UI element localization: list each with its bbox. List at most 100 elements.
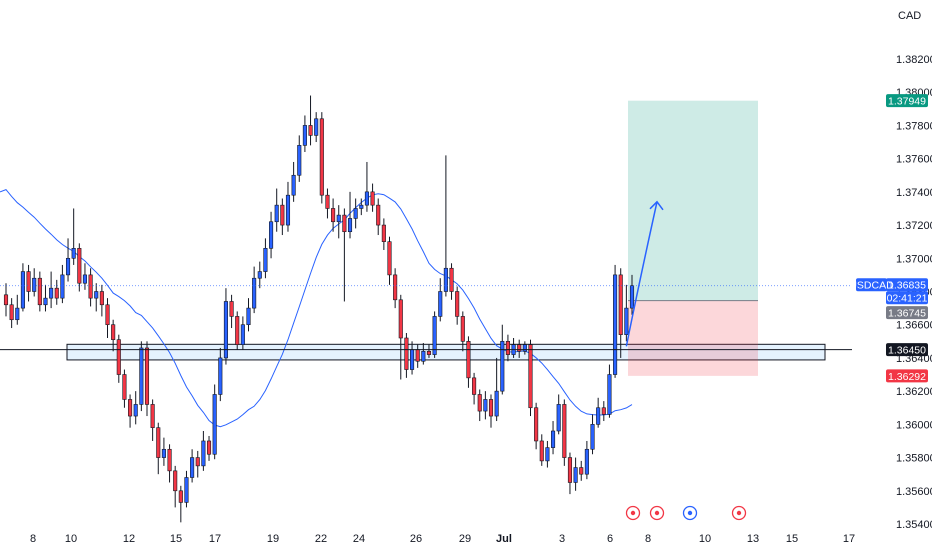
candle-body bbox=[410, 349, 415, 370]
candle-body bbox=[393, 274, 398, 301]
candle-body bbox=[49, 287, 54, 299]
y-tick-label: 1.36200 bbox=[896, 386, 932, 398]
candle-body bbox=[32, 277, 37, 292]
candle-body bbox=[105, 304, 110, 326]
price-label-current-box bbox=[886, 278, 928, 292]
candle-body bbox=[336, 214, 341, 223]
projection-arrow-head bbox=[649, 200, 664, 211]
candle-body bbox=[195, 457, 200, 467]
x-tick-label: 12 bbox=[123, 533, 135, 545]
price-label-stop-box bbox=[886, 369, 928, 383]
candle-body bbox=[15, 307, 20, 321]
candle-body bbox=[319, 118, 324, 196]
moving-average-layer bbox=[0, 189, 633, 428]
candle-body bbox=[573, 467, 578, 483]
candle-body bbox=[370, 191, 375, 206]
x-tick-label: 10 bbox=[699, 533, 711, 545]
symbol-label: USDCAD bbox=[849, 280, 894, 292]
candle-body bbox=[601, 407, 606, 415]
candle-body bbox=[483, 399, 488, 412]
candle-body bbox=[342, 214, 347, 233]
candle-body bbox=[43, 297, 48, 306]
candle-body bbox=[223, 301, 228, 359]
price-label-target-box bbox=[886, 94, 928, 108]
candle-body bbox=[269, 221, 274, 249]
price-label-entry-box bbox=[886, 306, 928, 320]
x-tick-label: 13 bbox=[747, 533, 759, 545]
candle-body bbox=[381, 224, 386, 242]
candle-body bbox=[184, 477, 189, 503]
candle-body bbox=[71, 248, 76, 259]
candle-body bbox=[65, 257, 71, 276]
candle-body bbox=[522, 344, 527, 352]
candle-body bbox=[460, 316, 465, 342]
currency-label: CAD bbox=[898, 10, 921, 22]
candle-body bbox=[314, 118, 319, 136]
candle-body bbox=[133, 404, 138, 417]
candle-body bbox=[274, 204, 279, 223]
x-tick-label: 17 bbox=[843, 533, 855, 545]
x-tick-label: 15 bbox=[170, 533, 182, 545]
y-tick-label: 1.35600 bbox=[896, 486, 932, 498]
x-tick-label: 29 bbox=[459, 533, 471, 545]
candle-body bbox=[173, 470, 178, 492]
y-tick-label: 1.37600 bbox=[896, 154, 932, 166]
candle-body bbox=[291, 174, 296, 196]
y-tick-label: 1.37200 bbox=[896, 220, 932, 232]
x-tick-label: 26 bbox=[410, 533, 422, 545]
candle-body bbox=[285, 194, 291, 226]
time-axis: 8 10 12 15 17 19 22 24 26 29 Jul 3 6 8 10 13 15 17 bbox=[30, 533, 855, 545]
candle-body bbox=[240, 324, 245, 345]
canada-flag-icon-center bbox=[736, 510, 742, 516]
x-tick-label: 24 bbox=[353, 533, 365, 545]
x-tick-label: 22 bbox=[315, 533, 327, 545]
usa-flag-icon-center bbox=[687, 510, 693, 516]
candle-body bbox=[545, 447, 550, 462]
candle-body bbox=[353, 208, 358, 219]
price-label-support: 1.36450 bbox=[888, 345, 926, 357]
candle-body bbox=[505, 341, 510, 355]
candle-body bbox=[206, 440, 212, 455]
candle-body bbox=[404, 337, 409, 370]
candle-body bbox=[426, 350, 432, 355]
candle-body bbox=[376, 204, 381, 226]
price-label-support-box bbox=[886, 343, 928, 357]
y-tick-label: 1.38200 bbox=[896, 54, 932, 66]
price-axis: CAD 1.35400 1.35600 1.35800 1.36000 1.36200 1… bbox=[896, 10, 932, 531]
x-tick-label: 6 bbox=[607, 533, 613, 545]
candle-body bbox=[415, 349, 420, 362]
candle-body bbox=[477, 394, 482, 412]
candle-body bbox=[455, 291, 460, 317]
x-tick-label: 17 bbox=[209, 533, 221, 545]
candle-body bbox=[150, 404, 155, 428]
candle-body bbox=[302, 125, 307, 146]
candle-body bbox=[567, 457, 573, 483]
candle-body bbox=[359, 204, 364, 209]
candle-body bbox=[562, 404, 567, 458]
price-label-target: 1.37949 bbox=[888, 96, 926, 108]
candle-body bbox=[550, 430, 556, 448]
candle-body bbox=[596, 407, 601, 425]
candle-body bbox=[387, 241, 392, 276]
candle-body bbox=[94, 291, 99, 299]
candle-body bbox=[528, 344, 533, 409]
candle-body bbox=[116, 339, 121, 375]
candle-body bbox=[82, 274, 88, 284]
x-tick-label: 19 bbox=[267, 533, 279, 545]
candle-body bbox=[128, 399, 133, 417]
x-tick-label: 15 bbox=[786, 533, 798, 545]
price-label-current: 1.36835 bbox=[888, 280, 926, 292]
x-tick-label: 3 bbox=[559, 533, 565, 545]
candle-body bbox=[139, 347, 144, 405]
candle-body bbox=[88, 274, 93, 299]
y-tick-label: 1.36000 bbox=[896, 419, 932, 431]
y-tick-label: 1.35800 bbox=[896, 453, 932, 465]
candle-body bbox=[252, 277, 257, 309]
candle-body bbox=[201, 440, 206, 467]
candle-body bbox=[257, 271, 262, 279]
candle-body bbox=[26, 271, 31, 292]
candle-body bbox=[156, 427, 161, 458]
candle-body bbox=[54, 287, 59, 299]
